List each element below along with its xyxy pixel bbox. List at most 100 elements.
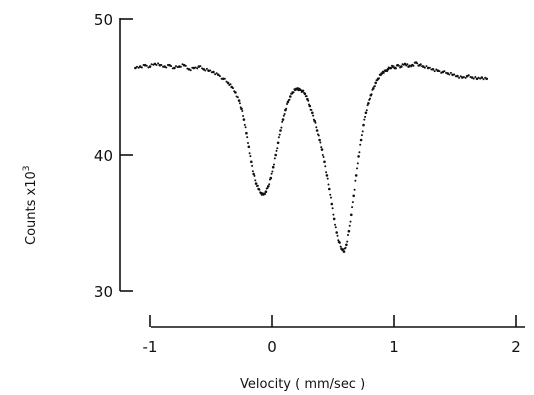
data-point-dot [258, 188, 261, 191]
data-point [237, 99, 241, 102]
data-point [271, 165, 275, 169]
data-point-dot [327, 183, 330, 186]
data-point-dot [229, 83, 232, 86]
data-point-dot [353, 188, 356, 191]
data-point-dot [246, 136, 249, 139]
data-point [451, 73, 454, 77]
data-point-dot [435, 68, 438, 71]
data-point-dot [225, 80, 228, 83]
data-point [226, 81, 230, 85]
data-point [320, 148, 324, 151]
data-point-dot [140, 66, 143, 69]
data-point-dot [244, 126, 247, 129]
data-point-dot [276, 147, 279, 150]
data-point [367, 102, 370, 105]
data-point-dot [425, 65, 428, 68]
data-point-dot [283, 113, 286, 115]
data-point [313, 119, 317, 123]
data-point-dot [423, 66, 426, 69]
data-point-dot [342, 248, 345, 251]
data-point-dot [419, 63, 422, 66]
data-point-dot [315, 126, 318, 129]
data-point [212, 70, 215, 74]
data-point [352, 194, 356, 198]
data-point [308, 104, 312, 108]
data-point-dot [317, 134, 320, 137]
data-point-dot [271, 170, 274, 173]
data-point-dot [438, 70, 441, 73]
data-point [400, 65, 403, 68]
data-point-dot [307, 99, 310, 102]
data-point-dot [247, 142, 249, 144]
data-point-dot [395, 67, 397, 70]
data-point [153, 62, 157, 66]
data-point [403, 62, 407, 66]
data-point-dot [254, 179, 257, 182]
data-point-dot [305, 95, 308, 98]
data-point [485, 77, 489, 81]
data-point-dot [199, 65, 202, 68]
data-point-dot [270, 172, 273, 175]
data-point-dot [319, 141, 322, 144]
data-point [330, 202, 334, 206]
data-point [354, 174, 358, 177]
data-points [134, 61, 489, 253]
data-point-dot [184, 64, 187, 67]
data-point-dot [358, 151, 361, 154]
data-point [475, 77, 479, 81]
data-point-dot [370, 93, 373, 96]
x-axis-ticks [149, 315, 517, 327]
data-point-dot [390, 67, 393, 70]
data-point-dot [285, 107, 288, 110]
data-point-dot [326, 177, 329, 180]
y-axis-title: Counts x103 [22, 166, 39, 245]
data-point-dot [205, 67, 208, 70]
x-tick-label: 1 [389, 338, 399, 356]
data-point-dot [204, 69, 207, 72]
data-point-dot [249, 155, 252, 158]
data-point [148, 65, 152, 68]
data-point [456, 74, 459, 78]
data-point-dot [349, 220, 352, 223]
data-point-dot [373, 85, 376, 88]
data-point-dot [286, 103, 288, 105]
data-point-dot [251, 164, 254, 167]
data-point [332, 217, 336, 221]
data-point-dot [392, 65, 395, 68]
data-point [289, 95, 292, 98]
data-point [242, 118, 246, 121]
data-point-dot [344, 246, 347, 249]
data-point-dot [218, 75, 221, 78]
data-point [372, 87, 375, 90]
data-point-dot [458, 76, 461, 79]
data-point-dot [448, 73, 451, 76]
data-point-dot [338, 241, 341, 244]
data-point [328, 187, 331, 191]
data-point [446, 72, 450, 75]
data-point-dot [361, 130, 364, 133]
data-point [480, 76, 484, 79]
data-point [279, 129, 282, 132]
data-point-dot [325, 171, 328, 174]
data-point-dot [241, 110, 244, 112]
data-point-dot [150, 63, 153, 66]
data-point [221, 77, 225, 81]
y-axis-tick-labels: 30 40 50 [94, 11, 113, 301]
data-point-dot [339, 245, 342, 248]
data-point [347, 229, 351, 233]
data-point-dot [310, 108, 313, 111]
data-point [364, 111, 368, 115]
data-point-dot [302, 89, 305, 92]
data-point [362, 123, 365, 127]
data-point [325, 174, 329, 177]
data-point-dot [251, 170, 254, 173]
data-point [286, 100, 290, 104]
data-point-dot [280, 126, 283, 129]
data-point-dot [351, 206, 354, 209]
data-point [296, 87, 299, 90]
data-point-dot [232, 87, 234, 90]
data-point-dot [337, 239, 340, 242]
data-point [267, 185, 270, 188]
data-point-dot [189, 69, 192, 72]
data-point-dot [462, 76, 465, 78]
